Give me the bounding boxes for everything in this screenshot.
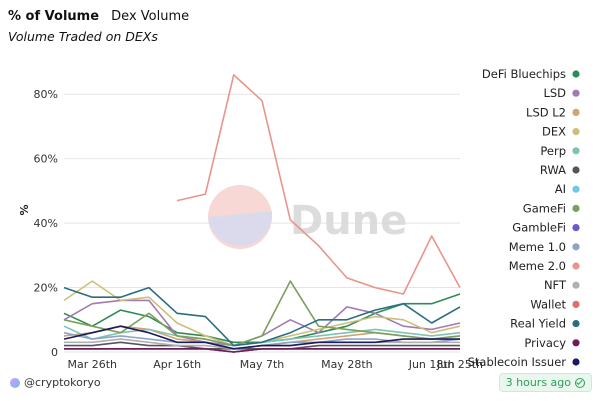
legend-label: Wallet: [530, 297, 566, 311]
avatar: [10, 377, 20, 388]
legend-item[interactable]: Wallet: [530, 297, 580, 311]
legend-swatch: [572, 262, 580, 270]
y-tick-label: 20%: [34, 282, 58, 295]
author-handle: @cryptokoryo: [24, 376, 101, 389]
tab-dex-volume[interactable]: Dex Volume: [111, 9, 190, 24]
legend-item[interactable]: GambleFi: [512, 221, 580, 235]
x-tick-label: Mar 26th: [68, 358, 118, 370]
y-tick-label: 60%: [34, 153, 58, 166]
line-chart: 0 20% 40% 60% 80%% Dune Mar 26th Apr 16th May 7t…: [18, 67, 580, 385]
legend-label: Perp: [540, 144, 566, 158]
legend-item[interactable]: GameFi: [523, 201, 580, 215]
x-tick-label: Jun 25th: [436, 358, 483, 370]
legend-label: Privacy: [524, 336, 566, 350]
legend-label: GambleFi: [512, 221, 566, 235]
legend-item[interactable]: NFT: [544, 278, 580, 292]
series-line-nft: [64, 338, 460, 350]
legend-label: NFT: [544, 278, 567, 292]
legend-label: DeFi Bluechips: [482, 67, 566, 81]
legend-swatch: [572, 224, 580, 232]
legend-swatch: [572, 320, 580, 328]
x-tick-label: Apr 16th: [153, 358, 201, 370]
legend-swatch: [572, 281, 580, 289]
legend-item[interactable]: DeFi Bluechips: [482, 67, 580, 81]
legend-swatch: [572, 243, 580, 251]
legend-label: Stablecoin Issuer: [468, 355, 567, 369]
legend-label: GameFi: [523, 201, 566, 215]
legend-item[interactable]: Privacy: [524, 336, 580, 350]
legend-item[interactable]: Stablecoin Issuer: [468, 355, 580, 369]
legend-label: LSD: [543, 86, 566, 100]
x-tick-label: May 28th: [321, 358, 373, 370]
legend-swatch: [572, 166, 580, 174]
y-axis-label: %: [18, 204, 31, 215]
legend-swatch: [572, 339, 580, 347]
chart-footer: @cryptokoryo 3 hours ago: [0, 370, 600, 401]
legend-item[interactable]: Perp: [540, 144, 580, 158]
series-line-privacy: [64, 348, 460, 353]
x-tick-label: Jun 18th: [408, 358, 455, 370]
legend-swatch: [572, 185, 580, 193]
legend-swatch: [572, 128, 580, 136]
legend-item[interactable]: LSD L2: [526, 105, 580, 119]
author-link[interactable]: @cryptokoryo: [10, 376, 101, 389]
updated-badge: 3 hours ago: [498, 373, 592, 392]
legend-label: DEX: [542, 125, 566, 139]
x-tick-label: May 7th: [240, 358, 285, 370]
legend-label: Meme 2.0: [509, 259, 566, 273]
legend-label: LSD L2: [526, 105, 566, 119]
legend-item[interactable]: AI: [555, 182, 580, 196]
legend-swatch: [572, 89, 580, 97]
legend-label: AI: [555, 182, 566, 196]
check-circle-icon: [575, 377, 585, 388]
tab-percent-of-volume[interactable]: % of Volume: [8, 9, 100, 24]
legend-label: RWA: [540, 163, 566, 177]
legend-item[interactable]: Real Yield: [510, 317, 580, 331]
dune-watermark: Dune: [208, 185, 407, 249]
legend-item[interactable]: DEX: [542, 125, 580, 139]
legend-item[interactable]: LSD: [543, 86, 580, 100]
legend-label: Meme 1.0: [509, 240, 566, 254]
legend-swatch: [572, 70, 580, 78]
legend-swatch: [572, 300, 580, 308]
watermark-text: Dune: [290, 198, 407, 244]
series-line-stablecoin-issuer: [63, 325, 460, 350]
legend-item[interactable]: Meme 1.0: [509, 240, 580, 254]
legend-item[interactable]: RWA: [540, 163, 580, 177]
watermark-circle-half: [208, 211, 273, 247]
legend-swatch: [572, 108, 580, 116]
y-tick-label: 40%: [34, 217, 58, 230]
legend-swatch: [572, 147, 580, 155]
legend-label: Real Yield: [510, 317, 566, 331]
y-tick-label: 0: [51, 346, 58, 359]
series-line-gamefi: [63, 280, 461, 347]
legend-swatch: [572, 204, 580, 212]
legend-swatch: [572, 358, 580, 366]
chart-header: % of Volume Dex Volume Volume Traded on …: [8, 8, 592, 44]
legend-item[interactable]: Meme 2.0: [509, 259, 580, 273]
chart-area: 0 20% 40% 60% 80%% Dune Mar 26th Apr 16th May 7t…: [0, 52, 600, 385]
chart-subtitle: Volume Traded on DEXs: [8, 29, 158, 44]
updated-time: 3 hours ago: [505, 376, 571, 389]
series-line-meme-2-0: [176, 74, 461, 295]
series-line-real-yield: [63, 286, 461, 347]
view-tabs: % of Volume Dex Volume: [8, 8, 592, 26]
y-tick-label: 80%: [34, 88, 58, 101]
